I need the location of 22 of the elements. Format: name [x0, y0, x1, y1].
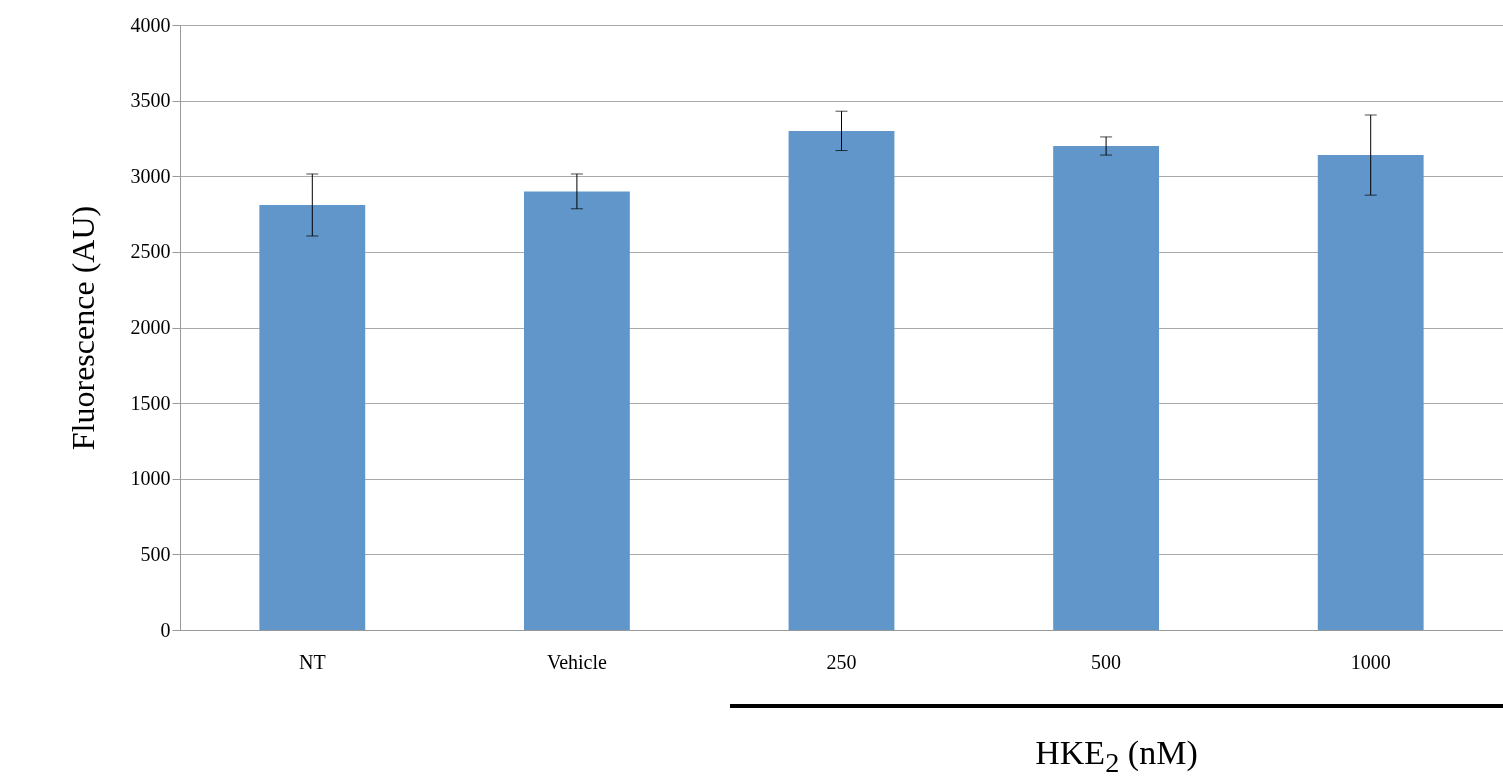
- y-tick-label: 1500: [130, 391, 171, 414]
- y-tick-label: 4000: [130, 13, 171, 36]
- x-tick-label: NT: [298, 650, 326, 673]
- y-tick-label: 500: [140, 542, 171, 565]
- bracket: HKE$_{2}$ (nM): [730, 704, 1503, 782]
- x-tick-label: Vehicle: [546, 650, 607, 673]
- bar: [1317, 155, 1424, 630]
- bar: [523, 191, 630, 630]
- x-tick-label: 1000: [1350, 650, 1391, 673]
- y-tick-label: 0: [160, 618, 171, 641]
- y-tick-label: 2000: [130, 316, 171, 338]
- bar: [1053, 146, 1160, 630]
- bar: [788, 130, 895, 630]
- y-tick-label: 1000: [130, 467, 171, 490]
- y-tick-label: 3000: [130, 164, 171, 187]
- bar: [259, 204, 366, 630]
- y-tick-label: 3500: [130, 89, 171, 112]
- x-tick-label: 500: [1091, 650, 1122, 673]
- y-tick-label: 2500: [130, 240, 171, 263]
- x-tick-label: 250: [826, 650, 857, 673]
- y-axis-title: Fluorescence (AU): [64, 205, 101, 451]
- x-axis-title: HKE$_{2}$ (nM): [1034, 734, 1199, 780]
